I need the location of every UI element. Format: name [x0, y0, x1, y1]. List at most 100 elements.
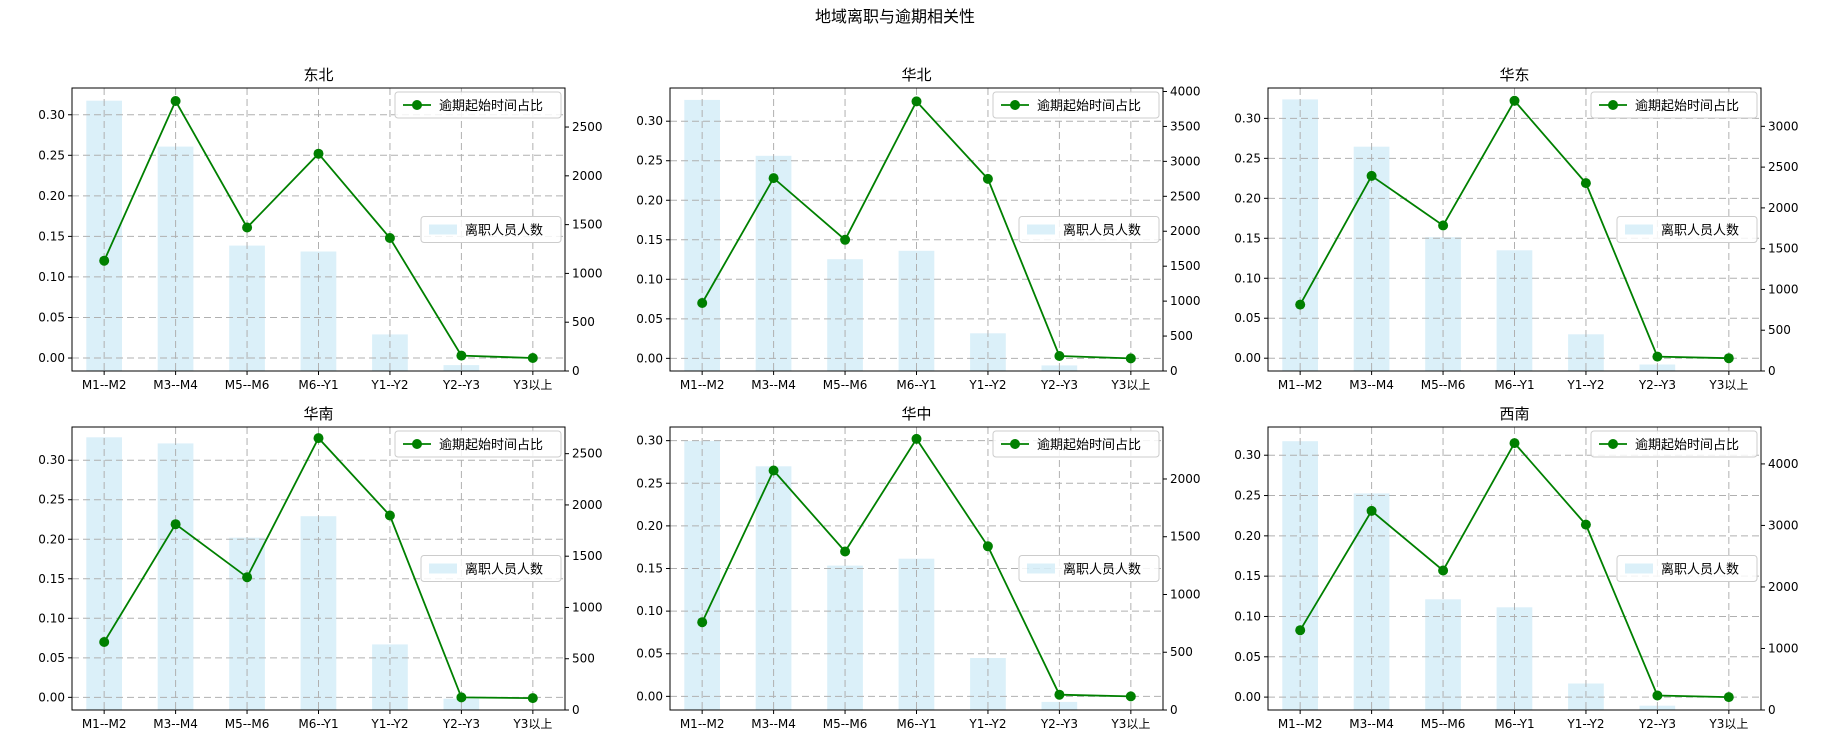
y-right-tick-label: 500 — [1768, 323, 1791, 337]
line-point-5 — [384, 233, 395, 243]
line-point-4 — [1509, 438, 1520, 449]
line-point-1 — [99, 637, 110, 647]
x-tick-label: Y2--Y3 — [1040, 378, 1078, 392]
legend-marker-icon — [1608, 439, 1618, 449]
x-tick-label: M3--M4 — [1349, 717, 1394, 731]
x-tick-label: M6--Y1 — [896, 378, 936, 392]
x-tick-label: Y1--Y2 — [1566, 717, 1604, 731]
line-point-5 — [1580, 178, 1591, 189]
legend-line-label: 逾期起始时间占比 — [1635, 438, 1739, 453]
y-right-tick-label: 1500 — [572, 549, 603, 563]
line-point-1 — [99, 255, 110, 266]
x-tick-label: M1--M2 — [1278, 378, 1323, 392]
y-left-tick-label: 0.30 — [636, 114, 663, 128]
y-right-tick-label: 2500 — [572, 447, 603, 461]
x-tick-label: Y3以上 — [512, 378, 552, 392]
y-left-tick-label: 0.15 — [38, 229, 65, 243]
y-right-tick-label: 2000 — [572, 498, 603, 512]
y-right-tick-label: 0 — [1170, 703, 1178, 717]
y-right-tick-label: 4000 — [1768, 457, 1799, 471]
y-right-tick-label: 3500 — [1170, 119, 1201, 133]
x-tick-label: M6--Y1 — [1494, 378, 1534, 392]
y-left-tick-label: 0.00 — [636, 351, 663, 365]
y-right-tick-label: 500 — [572, 652, 595, 666]
line-point-4 — [911, 433, 922, 444]
legend-bar-box — [1616, 555, 1758, 582]
subplot-title: 西南 — [1499, 405, 1529, 423]
x-tick-label: Y2--Y3 — [1638, 717, 1676, 731]
subplot-title: 华南 — [303, 405, 333, 423]
x-tick-label: Y3以上 — [1708, 378, 1748, 392]
y-left-tick-label: 0.05 — [38, 651, 65, 665]
x-tick-label: Y2--Y3 — [442, 378, 480, 392]
x-tick-label: Y1--Y2 — [968, 717, 1006, 731]
legend-line-box — [1590, 91, 1758, 119]
legend-bar-box — [1616, 216, 1758, 243]
legend-line-label: 逾期起始时间占比 — [1037, 99, 1141, 114]
line-point-1 — [1295, 299, 1306, 310]
y-left-tick-label: 0.20 — [636, 193, 663, 207]
legend-bar-box — [420, 216, 562, 243]
x-tick-label: Y3以上 — [1708, 717, 1748, 731]
x-tick-label: M1--M2 — [680, 378, 725, 392]
y-left-tick-label: 0.25 — [38, 148, 65, 162]
x-tick-label: Y3以上 — [512, 717, 552, 731]
legend-bar-label: 离职人员人数 — [465, 562, 543, 578]
y-right-tick-label: 2000 — [1170, 472, 1201, 486]
figure-title: 地域离职与逾期相关性 — [815, 7, 975, 26]
legend-line-box — [992, 91, 1160, 119]
y-left-tick-label: 0.10 — [1234, 271, 1261, 285]
legend-bar-label: 离职人员人数 — [1063, 562, 1141, 578]
legend-marker-icon — [1608, 100, 1618, 110]
subplot-5: M1--M2 M3--M4 M5--M6 M6--Y1 Y1--Y2 Y2--Y3 Y3以上… — [636, 405, 1200, 731]
y-left-tick-label: 0.00 — [38, 690, 65, 704]
y-right-tick-label: 1500 — [572, 218, 603, 232]
y-right-tick-label: 2500 — [572, 120, 603, 134]
y-right-tick-label: 1500 — [1170, 259, 1201, 273]
y-right-tick-label: 500 — [572, 315, 595, 329]
y-right-tick-label: 1000 — [1170, 294, 1201, 308]
y-left-tick-label: 0.05 — [636, 647, 663, 661]
subplot-1: M1--M2 M3--M4 M5--M6 M6--Y1 Y1--Y2 Y2--Y3 Y3以上… — [38, 66, 602, 392]
subplot-3: M1--M2 M3--M4 M5--M6 M6--Y1 Y1--Y2 Y2--Y3 Y3以上… — [1234, 66, 1798, 392]
x-tick-label: M3--M4 — [153, 717, 198, 731]
x-tick-label: Y2--Y3 — [442, 717, 480, 731]
y-right-tick-label: 2000 — [1768, 580, 1799, 594]
y-left-tick-label: 0.20 — [1234, 529, 1261, 543]
legend-bar-box — [420, 555, 562, 582]
y-right-tick-label: 1000 — [1768, 282, 1799, 296]
line-point-5 — [384, 510, 395, 521]
line-point-1 — [697, 617, 708, 628]
legend-bar-label: 离职人员人数 — [465, 223, 543, 239]
line-point-3 — [840, 234, 851, 245]
y-right-tick-label: 500 — [1170, 645, 1193, 659]
x-tick-label: Y1--Y2 — [1566, 378, 1604, 392]
line-point-5 — [982, 173, 993, 184]
x-tick-label: M5--M6 — [225, 378, 270, 392]
y-right-tick-label: 2000 — [572, 169, 603, 183]
legend-marker-icon — [1010, 100, 1020, 110]
line-point-3 — [242, 222, 253, 233]
x-tick-label: M6--Y1 — [1494, 717, 1534, 731]
line-point-7 — [1125, 691, 1136, 702]
x-tick-label: M5--M6 — [225, 717, 270, 731]
y-left-tick-label: 0.05 — [1234, 650, 1261, 664]
legend-marker-icon — [412, 439, 422, 449]
line-point-2 — [170, 519, 181, 530]
x-tick-label: M5--M6 — [823, 717, 868, 731]
line-point-4 — [1509, 95, 1520, 106]
y-right-tick-label: 500 — [1170, 329, 1193, 343]
line-point-2 — [1366, 170, 1377, 181]
y-right-tick-label: 3000 — [1768, 518, 1799, 532]
line-point-7 — [527, 693, 538, 704]
y-left-tick-label: 0.00 — [1234, 690, 1261, 704]
legend-bar-label: 离职人员人数 — [1661, 562, 1739, 578]
subplot-title: 华东 — [1499, 66, 1529, 84]
y-left-tick-label: 0.05 — [38, 310, 65, 324]
y-left-tick-label: 0.00 — [38, 351, 65, 365]
legend-bar-box — [1018, 555, 1160, 582]
legend-bar-swatch — [1625, 563, 1653, 574]
line-point-1 — [1295, 625, 1306, 636]
